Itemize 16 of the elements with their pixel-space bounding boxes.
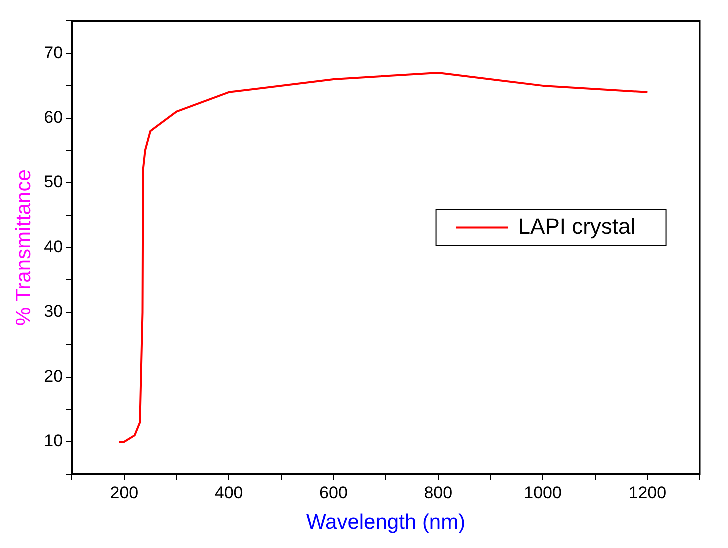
x-tick-label: 200 xyxy=(110,483,139,502)
x-tick-label: 400 xyxy=(214,483,244,502)
y-tick-label: 70 xyxy=(44,43,64,62)
x-tick-label: 1200 xyxy=(628,483,667,502)
legend-label: LAPI crystal xyxy=(518,214,636,239)
y-tick-label: 60 xyxy=(44,108,64,127)
x-axis-title: Wavelength (nm) xyxy=(306,511,466,534)
x-tick-label: 600 xyxy=(320,483,348,502)
x-tick-label: 1000 xyxy=(524,483,562,502)
y-tick-label: 40 xyxy=(44,237,64,256)
y-tick-label: 50 xyxy=(44,172,64,192)
y-tick-label: 10 xyxy=(44,432,64,451)
y-tick-label: 20 xyxy=(44,366,64,386)
y-tick-label: 30 xyxy=(44,302,64,322)
y-axis-title: % Transmittance xyxy=(12,170,36,326)
x-tick-label: 800 xyxy=(424,483,453,502)
